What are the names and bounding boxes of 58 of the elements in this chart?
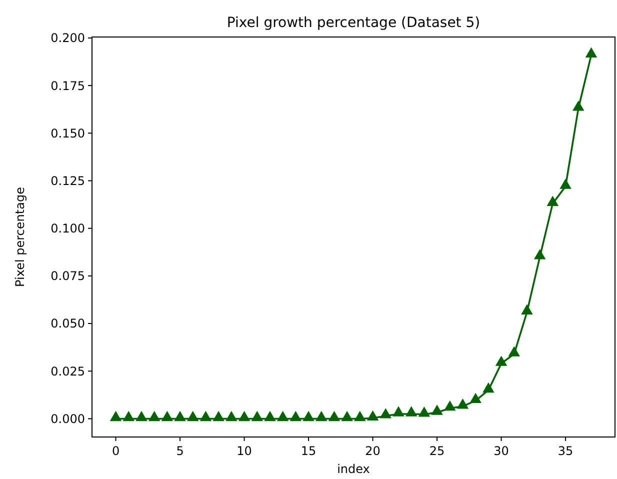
point bbox=[148, 410, 160, 422]
y-tick-label: 0.000 bbox=[50, 412, 85, 426]
y-tick-label: 0.200 bbox=[50, 31, 85, 46]
x-tick-label: 35 bbox=[558, 444, 574, 458]
point bbox=[174, 410, 186, 422]
point bbox=[354, 410, 366, 422]
point bbox=[290, 410, 302, 422]
point bbox=[585, 47, 598, 58]
point bbox=[341, 410, 353, 422]
y-tick-label: 0.150 bbox=[50, 126, 85, 140]
point bbox=[534, 249, 546, 260]
x-tick-label: 15 bbox=[300, 444, 316, 458]
point bbox=[136, 410, 148, 422]
x-tick-label: 0 bbox=[112, 444, 120, 458]
x-tick-label: 25 bbox=[429, 444, 445, 458]
x-axis-title: index bbox=[337, 462, 370, 476]
point bbox=[186, 410, 199, 422]
x-tick-label: 20 bbox=[365, 444, 380, 458]
y-tick-label: 0.125 bbox=[50, 174, 85, 188]
x-tick-label: 5 bbox=[176, 444, 184, 458]
point bbox=[380, 408, 392, 418]
point bbox=[161, 410, 174, 422]
point bbox=[302, 410, 314, 422]
point bbox=[456, 398, 469, 409]
x-tick-label: 10 bbox=[236, 444, 252, 458]
point bbox=[200, 410, 212, 422]
point bbox=[251, 410, 264, 422]
y-tick-label: 0.075 bbox=[50, 269, 85, 284]
x-tick-label: 30 bbox=[494, 444, 509, 458]
point bbox=[495, 356, 508, 366]
point bbox=[264, 410, 276, 422]
point bbox=[392, 406, 404, 416]
point bbox=[405, 406, 418, 416]
y-tick-label: 0.050 bbox=[50, 316, 85, 331]
point bbox=[328, 410, 340, 422]
point bbox=[470, 392, 482, 404]
y-tick-label: 0.025 bbox=[50, 364, 85, 378]
point bbox=[238, 410, 250, 422]
point bbox=[315, 410, 328, 422]
point bbox=[508, 346, 520, 356]
point bbox=[444, 400, 456, 411]
chart-title: Pixel growth percentage (Dataset 5) bbox=[226, 15, 480, 31]
point bbox=[212, 410, 224, 422]
point bbox=[276, 410, 289, 422]
point bbox=[560, 178, 572, 189]
point bbox=[226, 410, 238, 422]
point bbox=[418, 406, 430, 417]
y-tick-label: 0.175 bbox=[50, 78, 85, 93]
point bbox=[366, 410, 379, 421]
y-axis-title: Pixel percentage bbox=[13, 187, 27, 287]
point bbox=[521, 304, 533, 315]
point bbox=[110, 410, 122, 422]
point bbox=[482, 382, 494, 393]
point bbox=[572, 100, 584, 111]
point bbox=[431, 404, 443, 415]
point bbox=[122, 410, 135, 422]
y-tick-label: 0.100 bbox=[50, 222, 85, 236]
point bbox=[546, 196, 559, 206]
